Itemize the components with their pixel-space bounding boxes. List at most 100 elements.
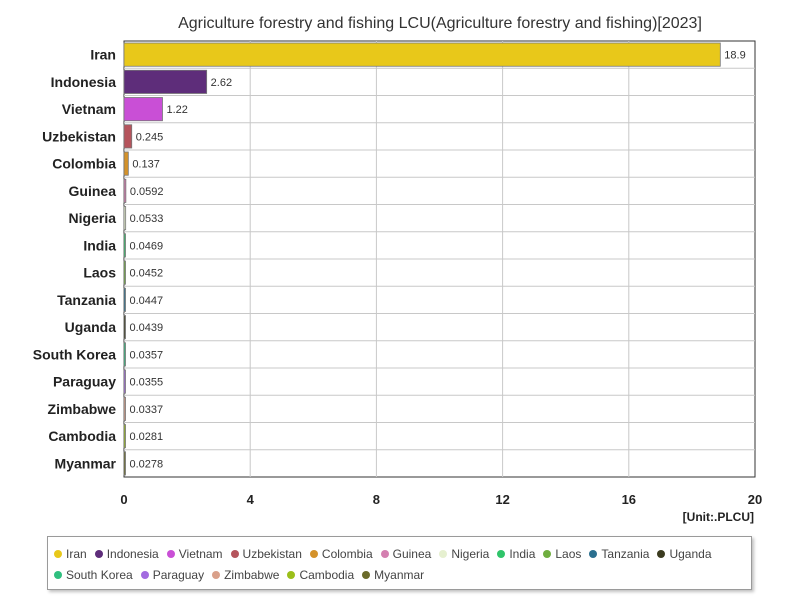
category-label: South Korea [33, 346, 116, 362]
value-label: 0.0447 [130, 295, 164, 307]
bar [123, 369, 126, 394]
category-label: Paraguay [53, 374, 116, 390]
legend-label: Colombia [321, 546, 373, 561]
legend: Iran Indonesia Vietnam Uzbekistan Colombia Gu… [47, 536, 752, 590]
category-label: Myanmar [55, 455, 117, 471]
legend-item[interactable]: Laos [543, 543, 581, 564]
category-label: Colombia [52, 156, 116, 172]
x-tick-label: 12 [495, 492, 509, 507]
legend-swatch [362, 570, 371, 579]
legend-swatch [543, 549, 552, 558]
legend-label: Uganda [669, 546, 712, 561]
value-label: 0.245 [136, 131, 164, 143]
category-label: India [83, 237, 116, 253]
legend-label: South Korea [66, 567, 133, 582]
legend-label: Paraguay [152, 567, 205, 582]
value-label: 0.0592 [130, 186, 164, 198]
x-tick-label: 8 [373, 492, 380, 507]
legend-item[interactable]: Indonesia [94, 543, 159, 564]
category-label: Zimbabwe [48, 401, 117, 417]
category-label: Uzbekistan [42, 128, 116, 144]
category-label: Indonesia [51, 74, 117, 90]
bar [123, 287, 126, 312]
category-label: Vietnam [62, 101, 116, 117]
legend-item[interactable]: Cambodia [287, 564, 354, 585]
bar [123, 233, 126, 258]
legend-swatch [287, 570, 296, 579]
legend-item[interactable]: Nigeria [439, 543, 489, 564]
bar [123, 206, 127, 231]
unit-label: [Unit:.PLCU] [683, 510, 754, 524]
legend-item[interactable]: Vietnam [166, 543, 223, 564]
category-label: Nigeria [69, 210, 117, 226]
value-label: 0.0355 [130, 377, 164, 389]
value-label: 1.22 [166, 104, 187, 116]
x-tick-label: 20 [748, 492, 762, 507]
bar [123, 396, 126, 421]
value-label: 0.0533 [130, 213, 164, 225]
bar [123, 97, 163, 122]
category-label: Iran [90, 47, 116, 63]
bar [123, 260, 126, 285]
legend-label: Zimbabwe [224, 567, 280, 582]
legend-swatch [140, 570, 149, 579]
value-label: 0.0278 [130, 458, 164, 470]
category-label: Cambodia [48, 428, 116, 444]
bar [123, 178, 127, 203]
bar [123, 151, 129, 176]
legend-swatch [94, 549, 103, 558]
value-label: 2.62 [211, 77, 232, 89]
legend-label: Iran [66, 546, 87, 561]
bar [123, 42, 721, 67]
legend-item[interactable]: Uzbekistan [230, 543, 302, 564]
legend-swatch [439, 549, 448, 558]
legend-item[interactable]: Colombia [309, 543, 373, 564]
x-tick-label: 16 [622, 492, 636, 507]
legend-item[interactable]: Zimbabwe [212, 564, 279, 585]
value-label: 18.9 [724, 50, 745, 62]
category-label: Laos [83, 265, 116, 281]
value-label: 0.137 [132, 159, 160, 171]
legend-label: Guinea [392, 546, 432, 561]
value-label: 0.0357 [130, 349, 164, 361]
legend-swatch [497, 549, 506, 558]
legend-swatch [230, 549, 239, 558]
legend-label: Nigeria [451, 546, 490, 561]
legend-label: Uzbekistan [242, 546, 302, 561]
x-tick-label: 4 [247, 492, 255, 507]
bar [123, 315, 126, 340]
value-label: 0.0281 [130, 431, 164, 443]
value-label: 0.0452 [130, 268, 164, 280]
legend-swatch [54, 549, 62, 558]
legend-item[interactable]: South Korea [54, 564, 133, 585]
legend-swatch [657, 549, 666, 558]
legend-swatch [166, 549, 175, 558]
bar [123, 124, 133, 149]
legend-swatch [589, 549, 598, 558]
legend-item[interactable]: Myanmar [362, 564, 424, 585]
legend-item[interactable]: Uganda [657, 543, 712, 564]
bar [123, 342, 126, 367]
legend-item[interactable]: Guinea [380, 543, 432, 564]
legend-swatch [380, 549, 389, 558]
value-label: 0.0337 [130, 404, 164, 416]
bar [123, 451, 126, 476]
legend-item[interactable]: Iran [54, 543, 87, 564]
legend-item[interactable]: Paraguay [140, 564, 205, 585]
legend-label: Tanzania [601, 546, 650, 561]
legend-items: Iran Indonesia Vietnam Uzbekistan Colombia Gu… [54, 543, 751, 585]
legend-swatch [212, 570, 221, 579]
legend-item[interactable]: India [497, 543, 535, 564]
legend-swatch [309, 549, 318, 558]
bar [123, 424, 126, 449]
chart-title: Agriculture forestry and fishing LCU(Agr… [178, 15, 702, 32]
value-label: 0.0439 [130, 322, 164, 334]
legend-label: Vietnam [178, 546, 223, 561]
plot-area: Iran 18.9 Indonesia 2.62 Vietnam 1.22 Uzbekist… [33, 40, 762, 507]
legend-label: India [509, 546, 536, 561]
legend-label: Cambodia [299, 567, 355, 582]
bar [123, 69, 208, 94]
legend-item[interactable]: Tanzania [589, 543, 649, 564]
category-label: Tanzania [57, 292, 116, 308]
